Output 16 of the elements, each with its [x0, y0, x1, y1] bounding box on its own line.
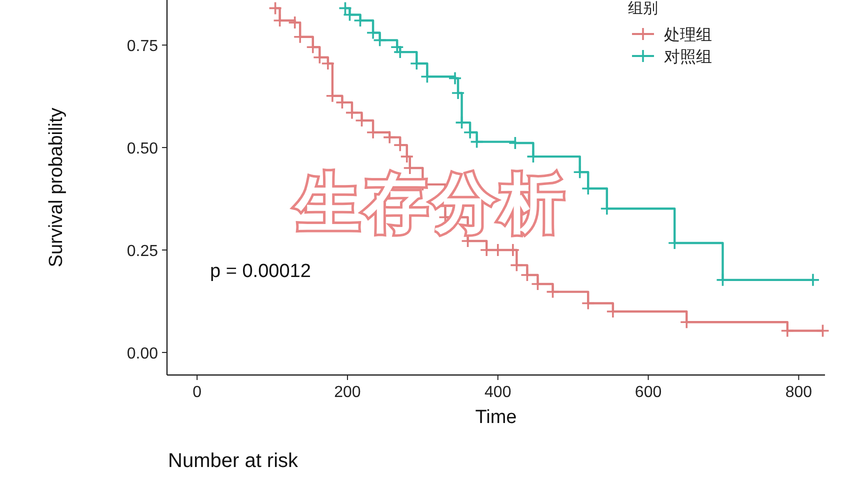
x-tick-label: 0 — [192, 384, 202, 401]
y-tick-label: 0.25 — [126, 243, 158, 260]
x-tick-label: 800 — [785, 384, 812, 401]
legend-label: 对照组 — [664, 48, 712, 66]
legend-title: 组别 — [628, 0, 658, 17]
x-tick-label: 600 — [634, 384, 662, 401]
x-tick-label: 400 — [484, 384, 512, 401]
annotation: p = 0.00012 — [210, 261, 311, 282]
y-tick-label: 0.50 — [126, 140, 158, 158]
x-tick-label: 200 — [334, 384, 361, 401]
y-tick-label: 0.75 — [126, 38, 158, 56]
text: Number at risk — [168, 450, 300, 472]
y-axis-title: Survival probability — [46, 107, 67, 268]
legend-label: 处理组 — [664, 26, 712, 44]
x-axis-title: Time — [475, 407, 517, 428]
y-tick-label: 0.00 — [126, 345, 158, 362]
